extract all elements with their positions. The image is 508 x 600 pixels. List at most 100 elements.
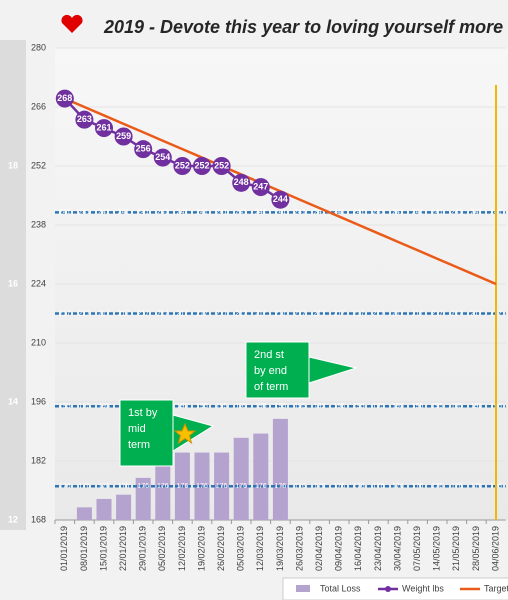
y2-tick-label: 18: [8, 160, 18, 170]
reference-label: 176: [137, 483, 149, 490]
reference-label: 217: [137, 310, 149, 317]
reference-label: 176: [118, 483, 130, 490]
reference-label: 195: [79, 403, 91, 410]
point: [153, 148, 172, 167]
bar: [116, 494, 132, 520]
reference-label: 176: [79, 483, 91, 490]
reference-label: 176: [177, 483, 189, 490]
annotation-text: by end: [254, 365, 287, 377]
x-tick-label: 02/04/2019: [314, 526, 324, 571]
reference-label: 176: [157, 483, 169, 490]
legend-label: Weight lbs: [402, 583, 444, 593]
x-tick-label: 12/02/2019: [177, 526, 187, 571]
x-tick-label: 16/04/2019: [353, 526, 363, 571]
reference-label: 195: [177, 403, 189, 410]
reference-label: 217: [79, 310, 91, 317]
reference-label: 241: [314, 209, 326, 216]
reference-label: 176: [59, 483, 71, 490]
reference-label: 217: [118, 310, 130, 317]
point: [232, 173, 251, 192]
x-tick-label: 23/04/2019: [373, 526, 383, 571]
reference-label: 195: [275, 403, 287, 410]
x-tick-label: 01/01/2019: [59, 526, 69, 571]
legend-label: Target: [484, 583, 508, 593]
point: [75, 110, 94, 129]
data-label: 268: [57, 93, 72, 103]
reference-label: 217: [235, 310, 247, 317]
reference-label: 241: [471, 209, 483, 216]
x-tick-label: 05/03/2019: [236, 526, 246, 571]
x-tick-label: 30/04/2019: [392, 526, 402, 571]
reference-label: 217: [333, 310, 345, 317]
reference-label: 217: [294, 310, 306, 317]
reference-label: 195: [392, 403, 404, 410]
point: [114, 127, 133, 146]
data-label: 261: [96, 122, 111, 132]
data-label: 247: [253, 181, 268, 191]
y-tick-label: 280: [31, 42, 46, 52]
heart-icon: [61, 14, 83, 33]
reference-label: 217: [353, 310, 365, 317]
reference-label: 195: [216, 403, 228, 410]
reference-label: 217: [177, 310, 189, 317]
reference-label: 195: [98, 403, 110, 410]
reference-label: 176: [471, 483, 483, 490]
data-label: 252: [194, 160, 209, 170]
reference-label: 241: [255, 209, 267, 216]
x-tick-label: 12/03/2019: [255, 526, 265, 571]
reference-label: 176: [353, 483, 365, 490]
x-tick-label: 26/02/2019: [216, 526, 226, 571]
reference-label: 217: [314, 310, 326, 317]
y2-tick-label: 14: [8, 396, 18, 406]
point: [95, 119, 113, 138]
bar: [135, 477, 151, 520]
data-label: 256: [136, 144, 151, 154]
legend-swatch: [385, 586, 391, 592]
annotation-text: of term: [254, 381, 288, 393]
reference-label: 217: [373, 310, 385, 317]
reference-label: 241: [118, 209, 130, 216]
reference-label: 176: [294, 483, 306, 490]
x-tick-label: 22/01/2019: [118, 526, 128, 571]
reference-label: 241: [353, 209, 365, 216]
reference-label: 176: [255, 483, 267, 490]
point: [251, 178, 270, 197]
reference-label: 176: [431, 483, 443, 490]
reference-label: 217: [451, 310, 463, 317]
x-tick-label: 05/02/2019: [157, 526, 167, 571]
reference-label: 176: [275, 483, 287, 490]
reference-label: 217: [59, 310, 71, 317]
bar: [214, 452, 230, 520]
bar: [76, 507, 92, 520]
reference-label: 241: [79, 209, 91, 216]
callout-box: [245, 341, 310, 399]
reference-label: 176: [235, 483, 247, 490]
annotation-text: mid: [128, 423, 146, 435]
y2-tick-label: 12: [8, 514, 18, 524]
annotation-text: term: [128, 439, 150, 451]
x-tick-label: 08/01/2019: [79, 526, 89, 571]
reference-label: 176: [98, 483, 110, 490]
callout: [308, 356, 358, 384]
legend-swatch: [296, 585, 310, 592]
reference-label: 217: [392, 310, 404, 317]
reference-label: 195: [314, 403, 326, 410]
reference-label: 241: [275, 209, 287, 216]
x-tick-label: 04/06/2019: [490, 526, 500, 571]
x-tick-label: 15/01/2019: [98, 526, 108, 571]
data-label: 248: [234, 177, 249, 187]
reference-label: 176: [412, 483, 424, 490]
data-label: 263: [77, 114, 92, 124]
bar: [96, 498, 112, 520]
reference-label: 195: [471, 403, 483, 410]
reference-label: 217: [471, 310, 483, 317]
reference-label: 176: [216, 483, 228, 490]
reference-label: 195: [196, 403, 208, 410]
star: [173, 422, 197, 445]
reference-label: 241: [333, 209, 345, 216]
y-tick-label: 182: [31, 455, 46, 465]
bar: [253, 433, 269, 520]
reference-label: 241: [294, 209, 306, 216]
reference-label: 217: [196, 310, 208, 317]
data-label: 244: [273, 194, 288, 204]
